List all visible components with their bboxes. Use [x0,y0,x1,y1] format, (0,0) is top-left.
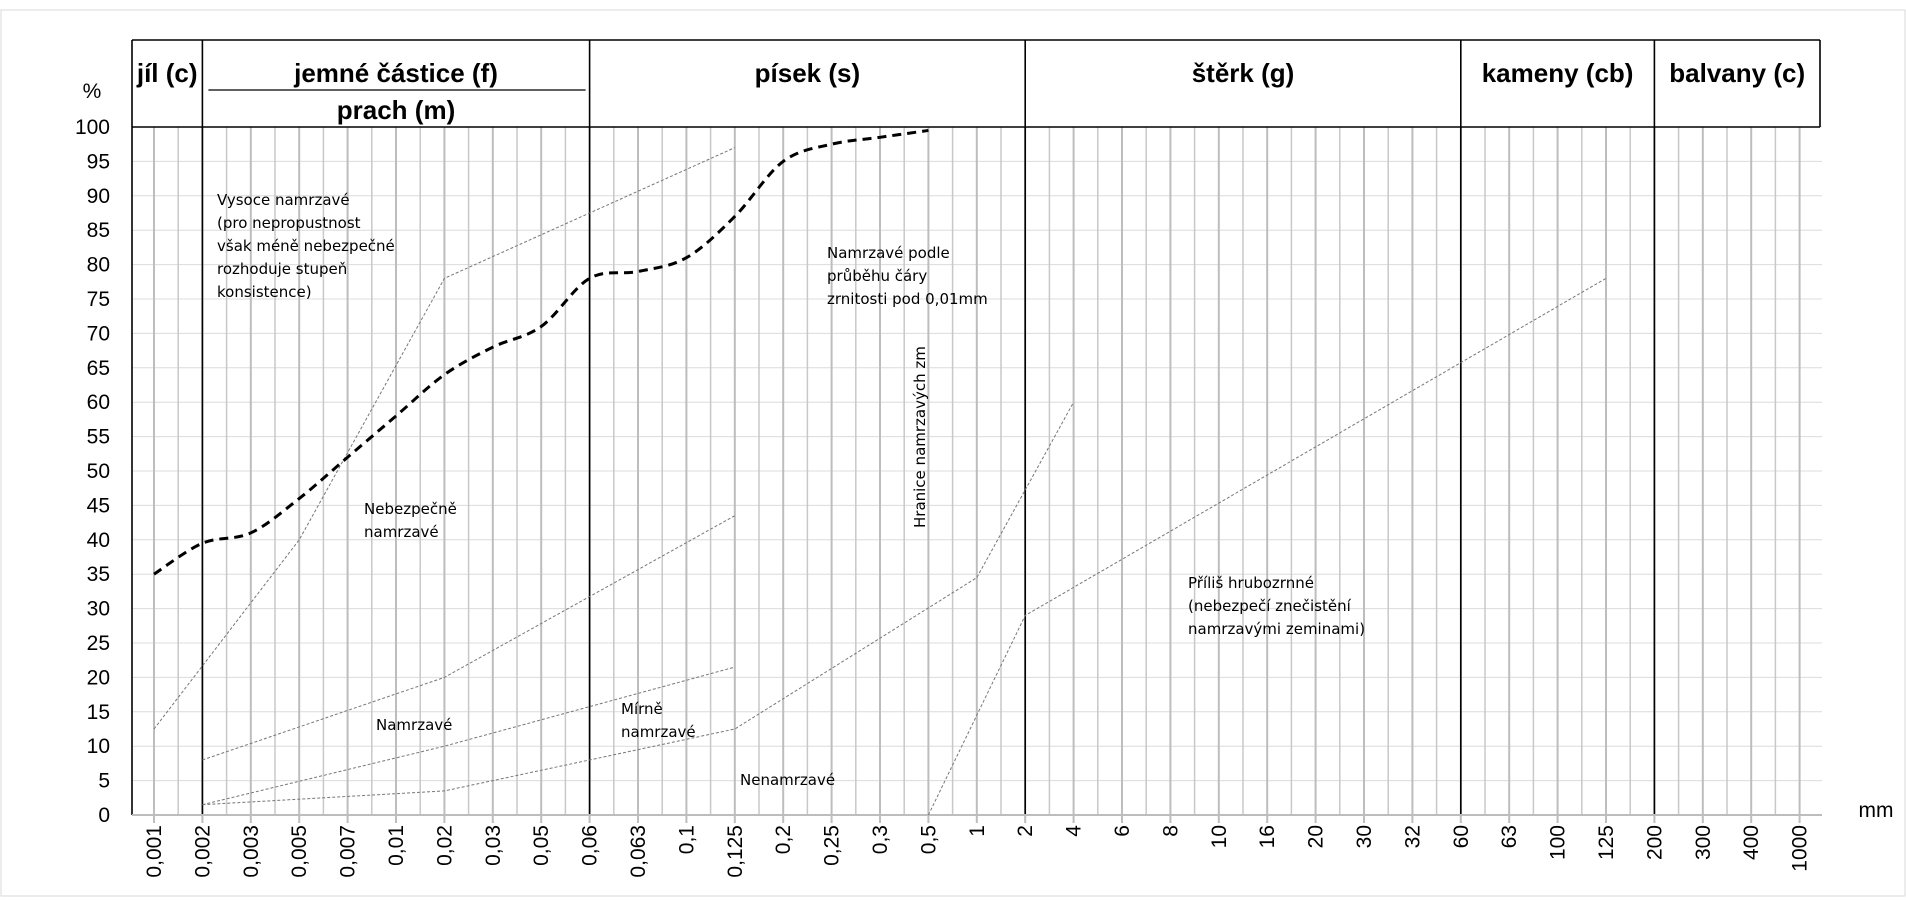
header-gravel: štěrk (g) [1192,58,1295,88]
zone-boundary-line [202,666,735,806]
header-silt: prach (m) [337,95,455,125]
y-tick-label: 15 [87,701,110,724]
y-tick-label: 45 [87,494,110,517]
x-tick-label: 0,007 [337,825,360,878]
zone-annotation: konsistence) [217,283,312,301]
zone-annotation: rozhoduje stupeň [217,260,347,278]
x-tick-label: 2 [1014,825,1037,837]
y-tick-label: 85 [87,219,110,242]
x-tick-label: 10 [1208,825,1231,848]
zone-annotation: namrzavé [621,723,696,741]
x-tick-label: 4 [1063,825,1086,837]
y-tick-label: 35 [87,563,110,586]
y-tick-label: 65 [87,357,110,380]
x-tick-label: 0,3 [869,825,892,854]
y-tick-label: 70 [87,322,110,345]
x-tick-label: 0,063 [627,825,650,878]
y-tick-label: 20 [87,666,110,689]
grading-curve-line [153,128,929,576]
x-tick-label: 0,06 [579,825,602,866]
header-fines: jemné částice (f) [293,58,498,88]
header-sand: písek (s) [755,58,861,88]
y-tick-label: 30 [87,598,110,621]
zone-annotation: zrnitosti pod 0,01mm [827,290,988,308]
zone-boundary-line [927,277,1607,816]
x-unit-label: mm [1859,799,1894,822]
zone-annotation: Vysoce namrzavé [217,191,350,209]
zone-annotation: Hranice namrzavých zm [911,346,929,528]
figure-border [0,9,1906,897]
zone-annotation: Nenamrzavé [740,771,835,789]
x-tick-label: 0,05 [530,825,553,866]
x-tick-label: 0,1 [675,825,698,854]
zone-annotation: (pro nepropustnost [217,214,361,232]
zone-annotation: však méně nebezpečné [217,237,395,255]
y-tick-label: 80 [87,254,110,277]
x-tick-label: 0,25 [821,825,844,866]
zone-annotation: Mírně [621,700,663,718]
x-tick-label: 0,5 [917,825,940,854]
x-tick-label: 300 [1692,825,1715,860]
zone-annotation: Příliš hrubozrnné [1188,574,1314,592]
x-tick-label: 1000 [1789,825,1812,872]
x-tick-label: 0,005 [288,825,311,878]
y-tick-label: 55 [87,426,110,449]
y-tick-label: 95 [87,150,110,173]
x-tick-label: 125 [1595,825,1618,860]
x-tick-label: 20 [1305,825,1328,848]
x-tick-label: 63 [1498,825,1521,848]
y-tick-label: 5 [98,770,110,793]
zone-annotation: Nebezpečně [364,500,457,518]
x-tick-label: 0,03 [482,825,505,866]
y-tick-label: 100 [75,116,110,139]
x-tick-label: 0,001 [143,825,166,878]
x-tick-label: 0,003 [240,825,263,878]
zone-annotation: Namrzavé podle [827,244,950,262]
x-tick-label: 32 [1401,825,1424,848]
y-tick-label: 40 [87,529,110,552]
y-unit-label: % [83,80,102,103]
x-tick-label: 200 [1643,825,1666,860]
header-clay: jíl (c) [136,58,198,88]
y-tick-label: 90 [87,185,110,208]
zone-boundary-line [202,515,736,761]
zone-annotation: namrzavé [364,523,439,541]
y-tick-label: 10 [87,735,110,758]
x-tick-label: 8 [1159,825,1182,837]
x-tick-label: 0,02 [433,825,456,866]
x-tick-label: 0,002 [191,825,214,878]
header-boulders: balvany (c) [1669,58,1805,88]
x-tick-label: 6 [1111,825,1134,837]
zone-boundary-line [153,147,736,730]
y-tick-label: 0 [98,804,110,827]
x-tick-label: 0,01 [385,825,408,866]
y-tick-label: 25 [87,632,110,655]
header-cobbles: kameny (cb) [1482,58,1634,88]
zone-annotation: Namrzavé [376,716,452,734]
x-tick-label: 30 [1353,825,1376,848]
x-tick-label: 100 [1547,825,1570,860]
y-tick-label: 75 [87,288,110,311]
zone-annotation: průběhu čáry [827,267,927,285]
x-tick-label: 0,2 [772,825,795,854]
x-tick-label: 0,125 [724,825,747,878]
x-tick-label: 1 [966,825,989,837]
y-tick-label: 50 [87,460,110,483]
zone-annotation: namrzavými zeminami) [1188,620,1365,638]
zone-annotation: (nebezpečí znečistění [1188,597,1352,615]
x-tick-label: 60 [1450,825,1473,848]
x-tick-label: 400 [1740,825,1763,860]
y-tick-label: 60 [87,391,110,414]
x-tick-label: 16 [1256,825,1279,848]
zone-boundary-line [202,401,1075,806]
